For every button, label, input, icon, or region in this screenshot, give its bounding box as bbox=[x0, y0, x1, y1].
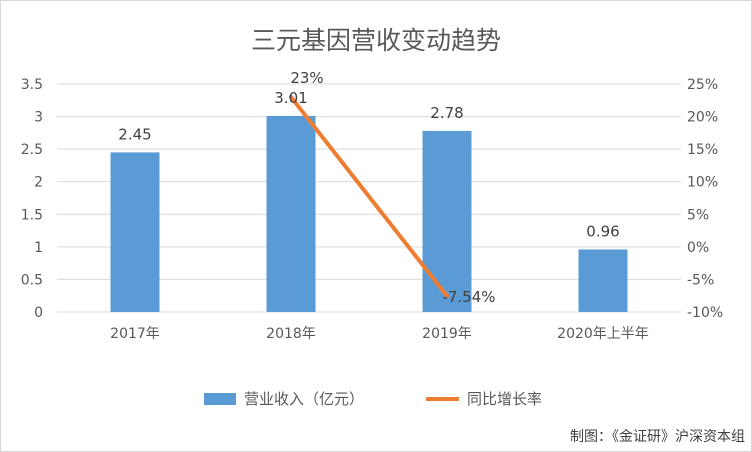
data-label-revenue: 2.78 bbox=[430, 104, 463, 122]
legend-label-growth: 同比增长率 bbox=[467, 390, 542, 408]
y-right-tick-label: 0% bbox=[687, 240, 709, 256]
x-axis-ticks: 2017年 2018年 2019年 2020年上半年 bbox=[110, 326, 649, 342]
point-growth-rate bbox=[445, 293, 449, 298]
right-axis-ticks: -10% -5% 0% 5% 10% 15% 20% 25% bbox=[687, 77, 723, 321]
y-left-tick-label: 3.5 bbox=[21, 77, 43, 93]
y-right-tick-label: 10% bbox=[687, 175, 718, 191]
bar-revenue bbox=[578, 249, 628, 312]
left-axis-ticks: 0 0.5 1 1.5 2 2.5 3 3.5 bbox=[21, 77, 43, 321]
x-tick-label: 2017年 bbox=[110, 326, 160, 342]
y-right-tick-label: -5% bbox=[687, 272, 714, 288]
y-left-tick-label: 3 bbox=[34, 110, 43, 126]
data-label-growth: 23% bbox=[290, 69, 323, 87]
gridlines bbox=[57, 83, 681, 313]
point-growth-rate bbox=[289, 95, 293, 100]
y-left-tick-label: 1 bbox=[34, 240, 43, 256]
y-right-tick-label: 5% bbox=[687, 207, 709, 223]
x-tick-label: 2018年 bbox=[266, 326, 316, 342]
x-tick-label: 2019年 bbox=[422, 326, 472, 342]
y-left-tick-label: 2 bbox=[34, 175, 43, 191]
legend: 营业收入（亿元） 同比增长率 bbox=[204, 390, 542, 408]
y-left-tick-label: 1.5 bbox=[21, 207, 43, 223]
line-growth-rate bbox=[289, 95, 449, 298]
y-left-tick-label: 0 bbox=[34, 305, 43, 321]
x-tick-label: 2020年上半年 bbox=[557, 326, 649, 342]
y-right-tick-label: 15% bbox=[687, 142, 718, 158]
chart-title: 三元基因营收变动趋势 bbox=[251, 26, 501, 55]
line-series bbox=[289, 95, 449, 298]
data-labels: 2.45 3.01 2.78 0.96 23% -7.54% bbox=[118, 69, 619, 306]
data-label-revenue: 0.96 bbox=[586, 222, 619, 240]
credit-text: 制图：《金证研》沪深资本组 bbox=[570, 429, 745, 445]
y-right-tick-label: -10% bbox=[687, 305, 723, 321]
data-label-revenue: 2.45 bbox=[118, 125, 151, 143]
data-label-growth: -7.54% bbox=[442, 288, 495, 306]
y-right-tick-label: 20% bbox=[687, 110, 718, 126]
y-left-tick-label: 0.5 bbox=[21, 272, 43, 288]
y-left-tick-label: 2.5 bbox=[21, 142, 43, 158]
data-label-revenue: 3.01 bbox=[274, 89, 307, 107]
legend-label-revenue: 营业收入（亿元） bbox=[244, 390, 364, 408]
bar-revenue bbox=[422, 130, 472, 312]
bar-revenue bbox=[110, 152, 160, 312]
legend-swatch-revenue bbox=[204, 393, 236, 405]
y-right-tick-label: 25% bbox=[687, 77, 718, 93]
bar-series bbox=[110, 115, 628, 312]
bar-revenue bbox=[266, 115, 316, 312]
